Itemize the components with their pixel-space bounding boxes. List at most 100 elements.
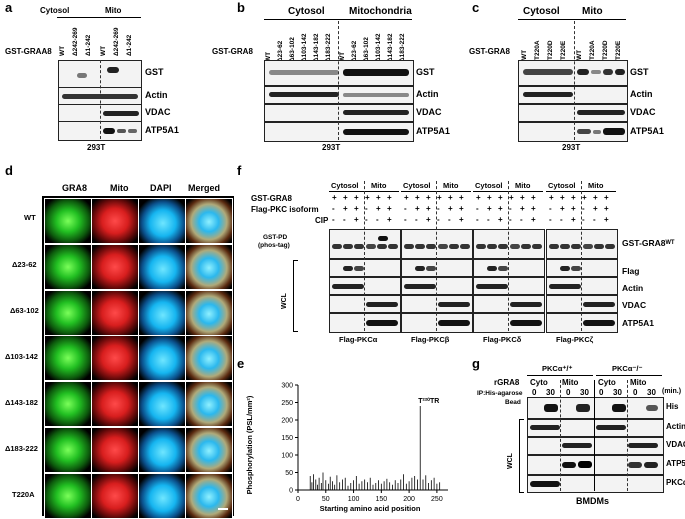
panel-a-row-atp5a1: ATP5A1	[145, 125, 179, 135]
micrograph-merged	[185, 381, 233, 428]
panel-f-sign: +	[604, 204, 609, 213]
panel-c-lane-3: T220D	[547, 40, 554, 60]
panel-b-lane-2: Δ23-62	[277, 40, 284, 62]
panel-b-row-vdac: VDAC	[416, 107, 442, 117]
panel-g-time: 0	[566, 388, 571, 397]
panel-f-sign: +	[487, 193, 492, 202]
micrograph-mito	[91, 381, 139, 428]
panel-f-blot	[546, 259, 618, 277]
panel-f-sign: +	[332, 193, 337, 202]
panel-f-isoform-label: Flag-PKCδ	[483, 335, 522, 344]
panel-d-row-3: Δ63-102	[10, 306, 39, 315]
panel-f-blot	[546, 313, 618, 333]
panel-g-pkc-wt: PKCα⁺/⁺	[542, 364, 573, 373]
panel-a-cytosol: Cytosol	[40, 6, 70, 15]
panel-g-row-actin: Actin	[666, 422, 685, 431]
micrograph-dapi	[138, 335, 186, 382]
panel-f-phostag: (phos-tag)	[258, 242, 290, 249]
panel-b-cell: 293T	[322, 143, 341, 152]
panel-g-time: 0	[532, 388, 537, 397]
y-tick-label: 150	[281, 435, 293, 442]
panel-f-isoform-label: Flag-PKCζ	[556, 335, 594, 344]
chart-ylabel: Phosphorylation (PSL/mm²)	[245, 395, 254, 494]
panel-a-lane-6: Δ1-242	[126, 34, 133, 56]
panel-g-blot-atp5a1	[527, 455, 664, 475]
micrograph-gra8	[44, 381, 92, 428]
panel-c-lane-6: T220A	[589, 40, 596, 60]
panel-f-sign: -	[509, 204, 512, 213]
panel-f-sign: -	[332, 215, 335, 224]
panel-f-sign: -	[415, 215, 418, 224]
panel-f-sign: +	[459, 204, 464, 213]
micrograph-mito	[91, 289, 139, 336]
x-tick-label: 200	[403, 496, 415, 503]
panel-f-blot	[401, 313, 473, 333]
micrograph-gra8	[44, 289, 92, 336]
panel-c-lane-7: T220D	[602, 40, 609, 60]
panel-d-col-gra8: GRA8	[62, 183, 88, 193]
panel-f-sign: -	[343, 215, 346, 224]
panel-g-mito-1: Mito	[562, 378, 579, 387]
panel-f-blot	[473, 259, 545, 277]
panel-f-sign: +	[498, 215, 503, 224]
panel-f-gstpd: GST-PD	[263, 234, 288, 241]
panel-f-sign: +	[593, 193, 598, 202]
panel-b-lane-3: Δ63-102	[289, 37, 296, 62]
micrograph-dapi	[138, 289, 186, 336]
panel-f-sign: -	[376, 215, 379, 224]
micrograph-dapi	[138, 427, 186, 473]
panel-f-sign: +	[571, 204, 576, 213]
panel-c-row-atp5a1: ATP5A1	[630, 126, 664, 136]
micrograph-dapi	[138, 198, 186, 244]
y-tick-label: 250	[281, 400, 293, 407]
panel-d-row-5: Δ143-182	[5, 398, 38, 407]
panel-f-sign: +	[604, 193, 609, 202]
panel-f-row-vdac: VDAC	[622, 300, 647, 310]
panel-f-group-mito: Mito	[371, 181, 387, 190]
panel-f-group-mito: Mito	[515, 181, 531, 190]
panel-d-row-1: WT	[24, 213, 36, 222]
micrograph-merged	[185, 289, 233, 336]
panel-f-sign: +	[343, 204, 348, 213]
panel-f-sign: +	[387, 204, 392, 213]
panel-c-letter: c	[472, 0, 480, 15]
panel-a-cell: 293T	[87, 143, 106, 152]
panel-g-bead: Bead	[505, 399, 521, 406]
panel-g-row-vdac: VDAC	[666, 440, 685, 449]
panel-f-row-atp5a1: ATP5A1	[622, 318, 654, 328]
panel-f-sign: -	[365, 204, 368, 213]
panel-f-blot	[329, 313, 401, 333]
panel-g-time: 0	[633, 388, 638, 397]
panel-f-sign: +	[376, 204, 381, 213]
x-tick-label: 150	[375, 496, 387, 503]
panel-f-blot	[546, 229, 618, 259]
panel-b-letter: b	[237, 0, 245, 15]
panel-f-sign: +	[560, 204, 565, 213]
panel-b-lane-10: Δ103-142	[375, 33, 382, 62]
panel-f-sign: -	[365, 215, 368, 224]
panel-f-sign: +	[459, 193, 464, 202]
panel-f-sign: +	[531, 204, 536, 213]
panel-d-row-2: Δ23-62	[12, 260, 37, 269]
x-tick-label: 0	[296, 496, 300, 503]
panel-g-cell: BMDMs	[576, 496, 609, 506]
panel-c-row-gst: GST	[630, 67, 649, 77]
panel-b-blot-gst	[264, 60, 414, 86]
panel-f-isoform-label: Flag-PKCα	[339, 335, 378, 344]
panel-f-sign: +	[476, 193, 481, 202]
panel-f-sign: +	[387, 215, 392, 224]
panel-f-sign: -	[509, 215, 512, 224]
micrograph-mito	[91, 472, 139, 519]
panel-f-sign: +	[498, 193, 503, 202]
panel-f-row-flag: Flag	[622, 266, 640, 276]
y-tick-label: 50	[285, 470, 293, 477]
panel-f-cond-1: GST-GRA8	[251, 194, 292, 203]
panel-b-row-actin: Actin	[416, 89, 439, 99]
micrograph-gra8	[44, 472, 92, 519]
y-tick-label: 300	[281, 383, 293, 390]
panel-f-sign: +	[571, 193, 576, 202]
panel-c-mito: Mito	[582, 6, 603, 17]
panel-f-sign: +	[426, 215, 431, 224]
panel-d-col-merged: Merged	[188, 183, 221, 193]
chart-xlabel: Starting amino acid position	[320, 504, 421, 513]
